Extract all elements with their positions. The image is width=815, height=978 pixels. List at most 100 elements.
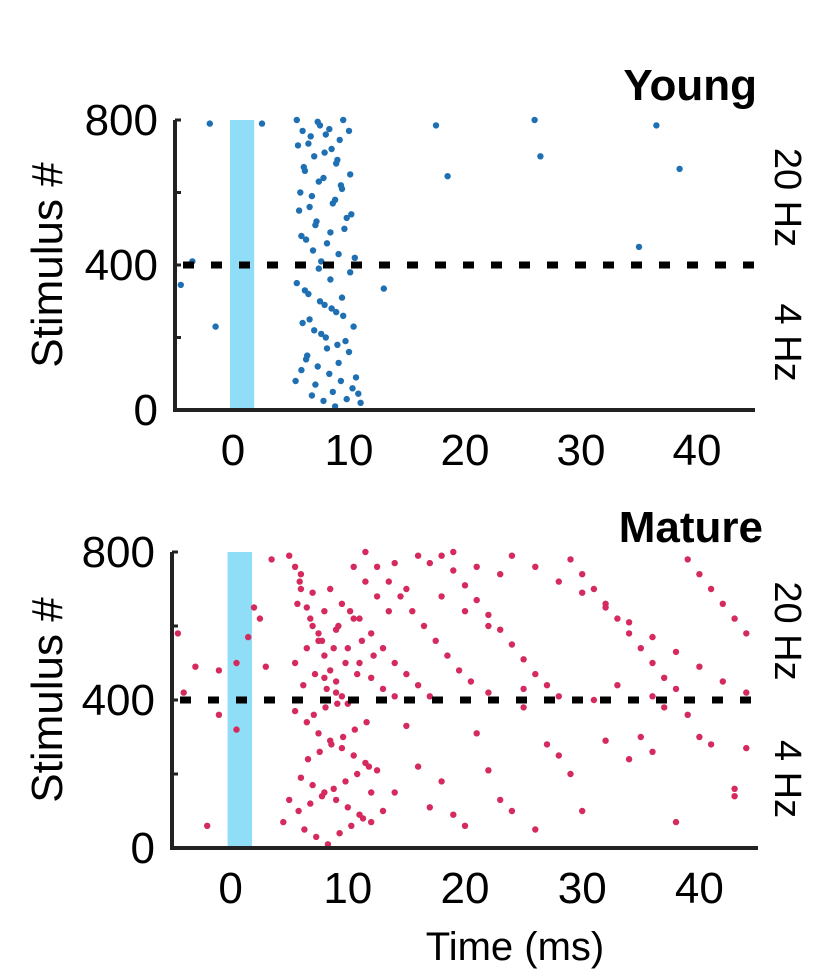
spike-point <box>347 269 354 276</box>
spike-point <box>298 232 305 240</box>
spike-point <box>293 116 300 124</box>
spike-point <box>233 726 240 733</box>
spike-point <box>320 174 327 182</box>
y-axis-label-young: Stimulus # <box>23 162 72 368</box>
spike-point <box>354 670 361 678</box>
spike-point <box>432 122 440 129</box>
spike-point <box>661 674 668 681</box>
spike-point <box>438 593 445 600</box>
spike-point <box>532 670 539 678</box>
spike-point <box>314 363 321 370</box>
x-tick-label: 30 <box>557 426 606 475</box>
spike-point <box>614 682 621 689</box>
spike-point <box>305 140 312 147</box>
spike-point <box>347 171 354 178</box>
rate-label-4hz-young: 4 Hz <box>766 303 808 381</box>
spike-point <box>676 165 683 173</box>
spike-point <box>351 726 358 733</box>
spike-point <box>719 600 726 607</box>
spike-point <box>300 682 307 689</box>
spike-point <box>368 789 375 796</box>
x-tick-label: 30 <box>558 864 607 913</box>
spike-point <box>625 630 633 637</box>
spike-point <box>348 822 355 829</box>
rate-label-20hz-mature: 20 Hz <box>766 581 808 680</box>
spike-point <box>344 645 351 652</box>
spike-point <box>297 189 304 196</box>
spike-point <box>309 247 317 254</box>
spike-point <box>315 630 322 637</box>
spike-point <box>743 744 750 752</box>
spike-point <box>508 641 516 648</box>
spike-point <box>352 374 360 381</box>
spike-point <box>346 608 354 615</box>
spike-point <box>450 811 457 818</box>
spike-point <box>473 596 480 604</box>
x-tick-label: 20 <box>441 426 490 475</box>
spike-point <box>379 807 387 815</box>
spike-point <box>351 254 358 261</box>
spike-point <box>567 770 574 778</box>
spike-point <box>342 337 349 345</box>
spike-point <box>637 645 644 652</box>
spike-point <box>426 559 433 567</box>
spike-point <box>373 593 381 600</box>
spike-point <box>292 377 299 385</box>
spike-point <box>336 136 343 144</box>
spike-point <box>338 693 346 700</box>
spike-point <box>731 785 738 792</box>
spike-point <box>485 611 492 619</box>
spike-point <box>485 689 492 696</box>
spike-point <box>301 287 309 294</box>
spike-point <box>174 630 182 637</box>
spike-point <box>321 608 328 615</box>
y-axis-label-mature: Stimulus # <box>23 597 72 803</box>
spike-point <box>335 250 342 258</box>
spike-point <box>426 804 433 811</box>
spike-point <box>334 341 341 348</box>
spike-point <box>637 733 644 741</box>
spike-point <box>320 397 327 405</box>
spike-point <box>328 305 335 312</box>
spike-point <box>318 258 325 265</box>
spike-point <box>743 630 750 637</box>
spike-point <box>373 563 381 570</box>
y-tick-label: 400 <box>85 241 158 290</box>
spike-point <box>338 744 346 752</box>
spike-point <box>177 281 184 289</box>
spike-point <box>362 548 369 556</box>
spike-point <box>286 796 293 804</box>
spike-point <box>321 301 328 309</box>
spike-point <box>385 578 392 585</box>
spike-point <box>391 789 398 796</box>
spike-point <box>497 571 504 578</box>
spike-point <box>350 752 357 759</box>
spike-point <box>403 670 410 678</box>
spike-point <box>307 800 314 807</box>
spike-point <box>330 645 337 652</box>
spike-point <box>307 133 314 140</box>
spike-point <box>379 645 387 652</box>
spike-point <box>414 552 422 559</box>
spike-point <box>543 682 551 689</box>
spike-point <box>268 556 275 563</box>
spike-point <box>307 615 314 622</box>
spike-point <box>508 807 516 815</box>
spike-point <box>308 392 316 399</box>
spike-point <box>309 589 316 596</box>
spike-point <box>300 163 307 171</box>
spike-point <box>391 659 398 667</box>
spike-point <box>537 153 544 160</box>
spike-point <box>532 826 539 833</box>
spike-point <box>342 659 349 667</box>
spike-point <box>555 693 562 700</box>
spike-point <box>250 604 258 611</box>
spike-point <box>391 559 398 567</box>
spike-point <box>356 659 363 667</box>
spike-point <box>294 142 302 149</box>
spike-point <box>672 818 680 826</box>
spike-point <box>579 589 586 596</box>
y-tick-label: 800 <box>82 528 155 577</box>
spike-point <box>365 763 373 770</box>
spike-point <box>312 221 319 229</box>
